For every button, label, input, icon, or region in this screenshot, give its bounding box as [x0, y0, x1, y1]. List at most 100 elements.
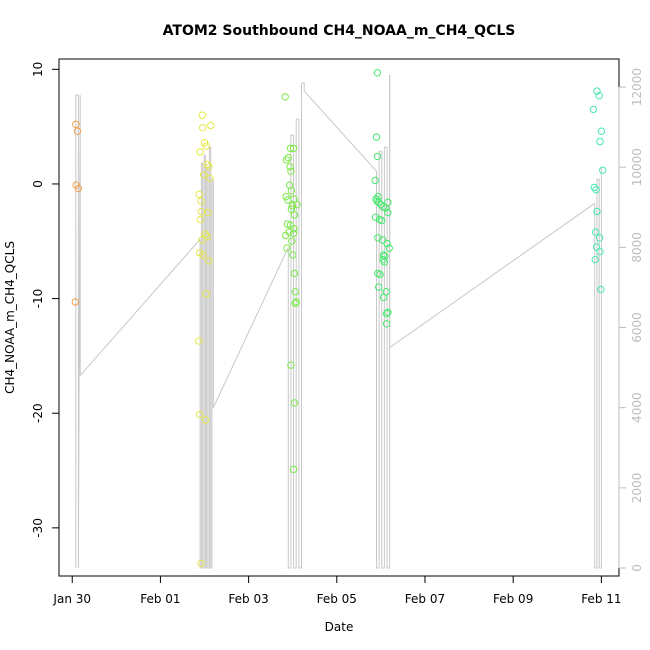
y2-tick-label: 8000 — [630, 232, 644, 263]
y2-tick-label: 12000 — [630, 68, 644, 106]
y2-tick-label: 4000 — [630, 392, 644, 423]
data-point — [288, 202, 296, 210]
data-point — [590, 183, 598, 192]
data-point — [592, 243, 601, 251]
data-point — [371, 213, 380, 221]
data-point — [291, 299, 299, 307]
data-point — [202, 142, 211, 150]
data-point — [291, 288, 299, 296]
data-point — [286, 163, 294, 171]
data-point — [375, 283, 383, 291]
data-point — [195, 337, 203, 345]
altitude-line-segment — [303, 90, 377, 172]
data-point — [380, 258, 389, 266]
data-point — [281, 231, 290, 240]
data-point — [287, 187, 296, 195]
data-point — [197, 559, 205, 568]
data-point — [283, 220, 292, 228]
data-point — [287, 361, 295, 369]
y2-tick-label: 0 — [630, 564, 644, 572]
data-point — [289, 229, 298, 237]
data-point — [288, 237, 296, 246]
data-point — [589, 105, 598, 114]
data-point — [205, 163, 213, 171]
data-point — [198, 236, 206, 244]
data-point — [597, 285, 605, 294]
y-tick-label: -30 — [31, 518, 45, 538]
x-axis-label: Date — [325, 620, 354, 634]
data-point — [206, 174, 214, 182]
data-point — [373, 69, 382, 77]
y-tick-label: 10 — [31, 62, 45, 77]
axes: Jan 30 Feb 01 Feb 03 Feb 05 Feb 07 Feb 09 Feb … — [31, 62, 644, 606]
data-point — [375, 198, 383, 207]
data-point — [197, 197, 205, 205]
x-tick-label: Feb 07 — [405, 592, 445, 606]
y-tick-label: -10 — [31, 289, 45, 309]
data-point — [204, 208, 212, 217]
x-tick-label: Feb 11 — [581, 592, 621, 606]
data-point — [292, 298, 300, 306]
data-point — [382, 309, 391, 318]
altitude-line-segment — [287, 82, 305, 569]
data-point — [591, 255, 599, 264]
data-point — [290, 195, 298, 203]
data-point — [379, 236, 387, 244]
y2-tick-label: 6000 — [630, 312, 644, 343]
data-point — [196, 148, 204, 156]
data-point — [595, 234, 604, 242]
data-point — [289, 251, 297, 259]
data-point — [71, 298, 80, 306]
data-point — [596, 137, 604, 146]
data-point — [379, 251, 388, 259]
data-point — [385, 244, 393, 252]
data-point — [287, 205, 296, 213]
data-point — [596, 247, 604, 256]
data-point — [378, 216, 386, 225]
altitude-line-segment — [79, 238, 201, 376]
altitude-line-segment — [594, 167, 602, 569]
data-point — [283, 244, 291, 252]
series-group — [281, 93, 301, 474]
data-point — [371, 176, 379, 185]
data-point — [592, 186, 600, 194]
data-point — [282, 156, 291, 164]
altitude-line-segment — [212, 247, 289, 408]
data-point — [595, 92, 603, 100]
data-point — [379, 293, 388, 302]
data-point — [376, 270, 384, 279]
x-tick-label: Feb 05 — [317, 592, 357, 606]
data-point — [201, 416, 210, 424]
data-point — [384, 208, 392, 217]
x-tick-label: Feb 09 — [493, 592, 533, 606]
x-tick-label: Feb 03 — [228, 592, 268, 606]
data-point — [199, 124, 207, 132]
data-point — [202, 290, 211, 298]
x-tick-label: Feb 01 — [140, 592, 180, 606]
chart-title: ATOM2 Southbound CH4_NOAA_m_CH4_QCLS — [163, 23, 516, 39]
plot-area — [71, 69, 607, 569]
y2-tick-label: 2000 — [630, 473, 644, 504]
altitude-line-segment — [199, 146, 214, 569]
y-tick-label: 0 — [31, 180, 45, 188]
data-point — [284, 153, 292, 162]
series-group — [371, 69, 393, 328]
plot-frame — [58, 58, 620, 577]
data-point — [290, 269, 299, 278]
data-point — [384, 308, 392, 316]
data-point — [290, 211, 299, 219]
data-point — [289, 144, 298, 153]
data-point — [382, 320, 391, 328]
data-point — [203, 233, 211, 241]
data-point — [373, 152, 382, 161]
data-point — [374, 192, 382, 201]
data-point — [199, 171, 208, 179]
altitude-line-segment — [389, 202, 595, 349]
data-point — [195, 190, 203, 199]
data-point — [196, 215, 205, 224]
data-point — [199, 251, 207, 259]
y2-tick-label: 10000 — [630, 148, 644, 186]
y-tick-label: -20 — [31, 403, 45, 423]
data-point — [293, 200, 301, 209]
